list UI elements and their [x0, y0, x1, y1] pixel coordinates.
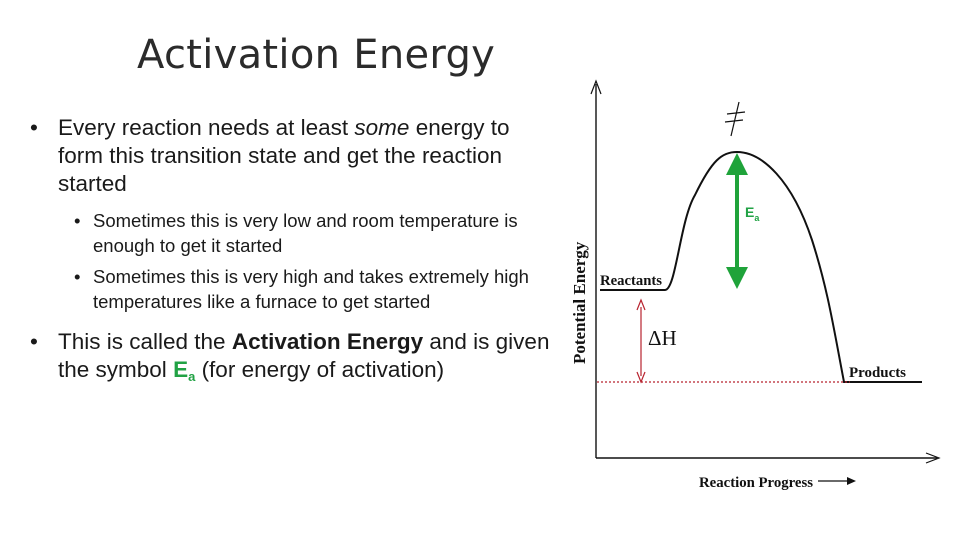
bullet-2-strong: Activation Energy: [231, 329, 424, 354]
bullet-2-text-c: (for energy of activation): [195, 357, 445, 382]
sub-bullet-1: • Sometimes this is very low and room te…: [30, 208, 560, 258]
sub-bullet-2-text: Sometimes this is very high and takes ex…: [93, 266, 529, 312]
slide-title: Activation Energy: [137, 32, 496, 78]
bullet-2-text-b: and is given the symbol: [58, 329, 550, 382]
sub-bullet-1-text: Sometimes this is very low and room temp…: [93, 210, 518, 256]
x-axis-label-arrowhead: [847, 477, 856, 485]
bullet-1: • Every reaction needs at least some ene…: [30, 114, 560, 198]
y-axis-arrowhead: [590, 79, 602, 95]
x-axis-arrowhead: [925, 452, 941, 464]
energy-curve: [600, 150, 922, 383]
ea-symbol-main: E: [173, 357, 189, 382]
products-label: Products: [849, 365, 906, 381]
bullet-2-text-a: This is called the: [58, 329, 232, 354]
delta-h-arrowhead-bottom: [636, 371, 646, 384]
bullet-1-text-b: energy to form this transition state and…: [58, 115, 510, 196]
bullet-1-emphasis: some: [354, 115, 410, 140]
ea-symbol: Ea: [173, 357, 196, 384]
delta-h-arrowhead-top: [636, 298, 646, 311]
bullet-2: • This is called the Activation Energy a…: [30, 328, 560, 391]
bullet-dot: •: [74, 210, 81, 231]
sub-bullet-2: • Sometimes this is very high and takes …: [30, 264, 560, 314]
y-axis-label: Potential Energy: [570, 241, 589, 364]
x-axis-label: Reaction Progress: [699, 475, 813, 491]
ea-symbol-sub: a: [188, 369, 196, 384]
bullet-dot: •: [30, 115, 38, 140]
ea-label: Ea: [745, 204, 760, 223]
ea-arrowhead-bottom: [726, 267, 748, 289]
bullet-1-text-a: Every reaction needs at least: [58, 115, 355, 140]
reactants-label: Reactants: [600, 273, 662, 289]
bullet-list: • Every reaction needs at least some ene…: [30, 114, 560, 401]
delta-h-label: ΔH: [648, 326, 677, 350]
ea-arrowhead-top: [726, 153, 748, 175]
bullet-dot: •: [30, 329, 38, 354]
transition-state-symbol: [724, 101, 746, 137]
bullet-dot: •: [74, 266, 81, 287]
